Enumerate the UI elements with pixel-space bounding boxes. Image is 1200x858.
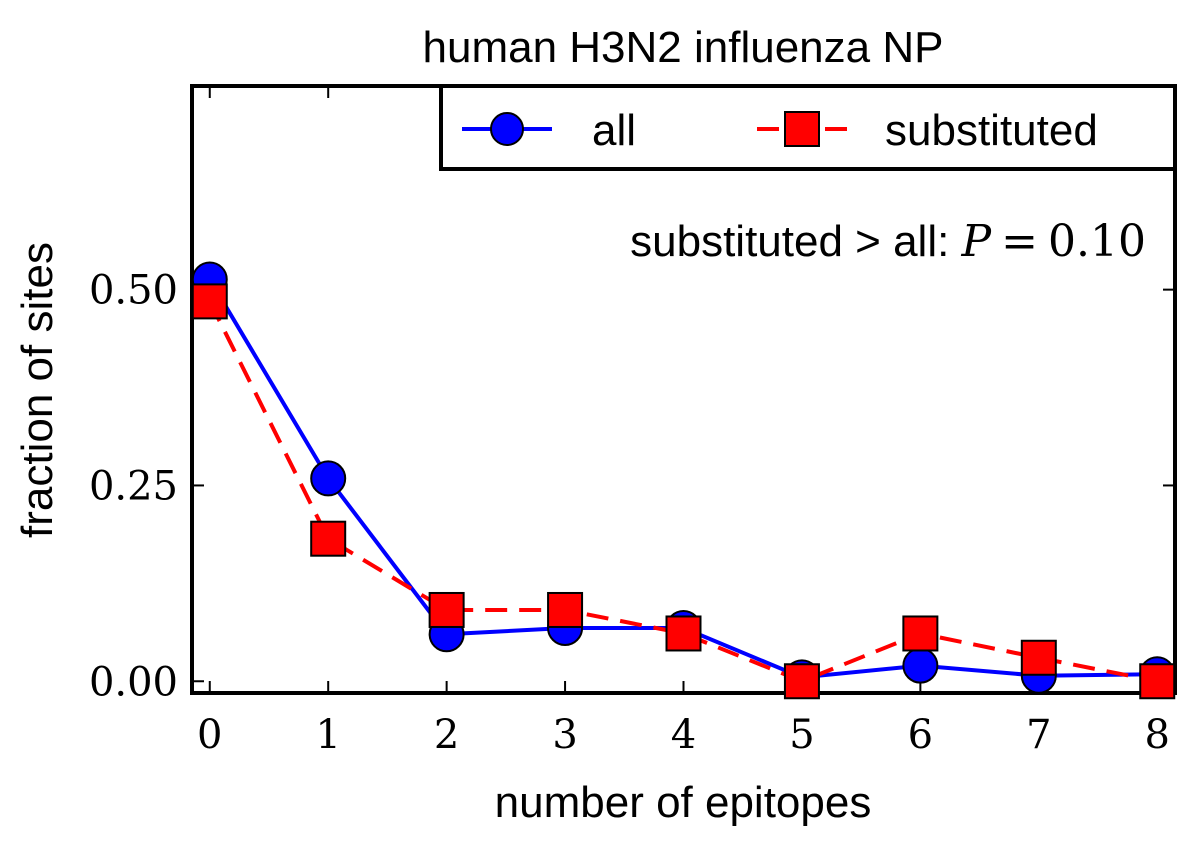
legend-all-marker	[490, 112, 524, 146]
stat-annotation: substituted > all: P = 0.10	[630, 216, 1146, 267]
stat-eq: =	[1001, 216, 1038, 267]
ticks-layer: 0 1 2 3 4 5 6 7 8 0.00 0.25 0.50	[89, 86, 1175, 758]
stat-symbol: P	[961, 216, 993, 267]
data-point-substituted	[1139, 663, 1176, 700]
legend: all substituted	[439, 84, 1177, 171]
x-tick-label: 1	[315, 712, 340, 758]
plot-frame	[190, 84, 1177, 695]
y-tick-label: 0.00	[89, 659, 178, 705]
x-axis-label: number of epitopes	[495, 778, 872, 827]
x-tick-label: 6	[908, 712, 933, 758]
series-layer	[191, 261, 1176, 700]
stat-annotation-text: substituted > all:	[630, 217, 961, 266]
data-point-all	[310, 460, 347, 497]
data-point-substituted	[1020, 639, 1057, 676]
y-axis-label: fraction of sites	[13, 242, 62, 538]
data-point-substituted	[191, 283, 228, 320]
data-point-substituted	[547, 591, 584, 628]
stat-value: 0.10	[1048, 216, 1146, 267]
legend-substituted-label: substituted	[885, 106, 1098, 155]
x-tick-label: 7	[1026, 712, 1051, 758]
legend-all-label: all	[592, 106, 636, 155]
data-point-substituted	[783, 663, 820, 700]
x-tick-label: 4	[671, 712, 696, 758]
x-tick-label: 3	[552, 712, 577, 758]
chart-title: human H3N2 influenza NP	[423, 23, 944, 72]
data-point-substituted	[310, 520, 347, 557]
x-tick-label: 0	[197, 712, 222, 758]
data-point-substituted	[665, 615, 702, 652]
data-point-substituted	[428, 591, 465, 628]
y-tick-label: 0.50	[89, 268, 178, 314]
legend-substituted-marker	[784, 111, 820, 147]
x-tick-label: 2	[434, 712, 459, 758]
data-point-all	[902, 647, 939, 684]
y-tick-label: 0.25	[89, 463, 178, 509]
x-tick-label: 5	[789, 712, 814, 758]
x-tick-label: 8	[1145, 712, 1170, 758]
series-line-substituted	[207, 300, 1158, 684]
data-point-substituted	[902, 615, 939, 652]
